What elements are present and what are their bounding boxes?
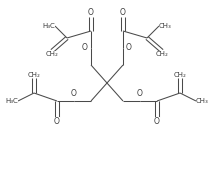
Text: H₃C: H₃C [42,23,55,29]
Text: CH₂: CH₂ [174,72,186,78]
Text: CH₃: CH₃ [196,98,209,104]
Text: O: O [54,117,60,126]
Text: O: O [120,8,126,17]
Text: O: O [71,89,77,98]
Text: CH₃: CH₃ [159,23,172,29]
Text: O: O [137,89,143,98]
Text: O: O [82,43,88,52]
Text: O: O [154,117,160,126]
Text: CH₂: CH₂ [156,51,168,57]
Text: CH₂: CH₂ [46,51,58,57]
Text: CH₂: CH₂ [28,72,40,78]
Text: O: O [88,8,94,17]
Text: H₃C: H₃C [5,98,18,104]
Text: O: O [126,43,132,52]
